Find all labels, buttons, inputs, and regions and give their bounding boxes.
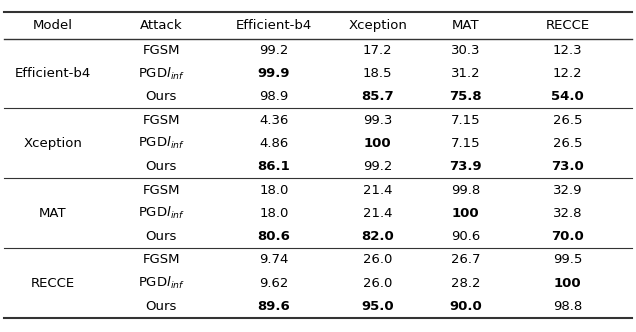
Text: Model: Model — [33, 19, 73, 32]
Text: Ours: Ours — [146, 160, 177, 173]
Text: 100: 100 — [554, 277, 581, 290]
Text: 75.8: 75.8 — [449, 90, 482, 103]
Text: 12.2: 12.2 — [553, 67, 583, 80]
Text: 26.5: 26.5 — [553, 137, 582, 150]
Text: 99.2: 99.2 — [363, 160, 392, 173]
Text: PGD$l_{inf}$: PGD$l_{inf}$ — [137, 65, 184, 82]
Text: MAT: MAT — [452, 19, 480, 32]
Text: 70.0: 70.0 — [551, 230, 584, 243]
Text: 99.3: 99.3 — [363, 114, 392, 126]
Text: RECCE: RECCE — [546, 19, 590, 32]
Text: 18.5: 18.5 — [363, 67, 392, 80]
Text: 99.5: 99.5 — [553, 253, 582, 267]
Text: Efficient-b4: Efficient-b4 — [15, 67, 91, 80]
Text: 18.0: 18.0 — [259, 184, 289, 197]
Text: 80.6: 80.6 — [258, 230, 291, 243]
Text: 26.0: 26.0 — [363, 277, 392, 290]
Text: 85.7: 85.7 — [361, 90, 394, 103]
Text: 9.62: 9.62 — [259, 277, 289, 290]
Text: 26.0: 26.0 — [363, 253, 392, 267]
Text: 89.6: 89.6 — [258, 300, 291, 313]
Text: Attack: Attack — [140, 19, 183, 32]
Text: 21.4: 21.4 — [363, 184, 392, 197]
Text: 86.1: 86.1 — [258, 160, 291, 173]
Text: 82.0: 82.0 — [361, 230, 394, 243]
Text: Xception: Xception — [24, 137, 82, 150]
Text: 100: 100 — [452, 207, 480, 220]
Text: 17.2: 17.2 — [363, 44, 392, 57]
Text: 7.15: 7.15 — [451, 137, 480, 150]
Text: 73.9: 73.9 — [449, 160, 482, 173]
Text: 32.8: 32.8 — [553, 207, 582, 220]
Text: 30.3: 30.3 — [451, 44, 480, 57]
Text: 31.2: 31.2 — [451, 67, 480, 80]
Text: FGSM: FGSM — [142, 184, 180, 197]
Text: 99.2: 99.2 — [259, 44, 289, 57]
Text: 21.4: 21.4 — [363, 207, 392, 220]
Text: 90.0: 90.0 — [449, 300, 482, 313]
Text: Xception: Xception — [348, 19, 407, 32]
Text: 4.86: 4.86 — [259, 137, 289, 150]
Text: PGD$l_{inf}$: PGD$l_{inf}$ — [137, 205, 184, 221]
Text: Ours: Ours — [146, 230, 177, 243]
Text: 99.9: 99.9 — [258, 67, 290, 80]
Text: 98.8: 98.8 — [553, 300, 582, 313]
Text: 26.5: 26.5 — [553, 114, 582, 126]
Text: 73.0: 73.0 — [551, 160, 584, 173]
Text: FGSM: FGSM — [142, 44, 180, 57]
Text: FGSM: FGSM — [142, 114, 180, 126]
Text: 7.15: 7.15 — [451, 114, 480, 126]
Text: 28.2: 28.2 — [451, 277, 480, 290]
Text: 99.8: 99.8 — [451, 184, 480, 197]
Text: 54.0: 54.0 — [551, 90, 584, 103]
Text: FGSM: FGSM — [142, 253, 180, 267]
Text: MAT: MAT — [39, 207, 67, 220]
Text: 90.6: 90.6 — [451, 230, 480, 243]
Text: 4.36: 4.36 — [259, 114, 289, 126]
Text: 98.9: 98.9 — [259, 90, 289, 103]
Text: PGD$l_{inf}$: PGD$l_{inf}$ — [137, 275, 184, 291]
Text: 32.9: 32.9 — [553, 184, 582, 197]
Text: Ours: Ours — [146, 90, 177, 103]
Text: 18.0: 18.0 — [259, 207, 289, 220]
Text: 12.3: 12.3 — [553, 44, 583, 57]
Text: 26.7: 26.7 — [451, 253, 480, 267]
Text: Efficient-b4: Efficient-b4 — [236, 19, 312, 32]
Text: 100: 100 — [364, 137, 391, 150]
Text: Ours: Ours — [146, 300, 177, 313]
Text: RECCE: RECCE — [31, 277, 75, 290]
Text: 95.0: 95.0 — [361, 300, 394, 313]
Text: PGD$l_{inf}$: PGD$l_{inf}$ — [137, 135, 184, 151]
Text: 9.74: 9.74 — [259, 253, 289, 267]
